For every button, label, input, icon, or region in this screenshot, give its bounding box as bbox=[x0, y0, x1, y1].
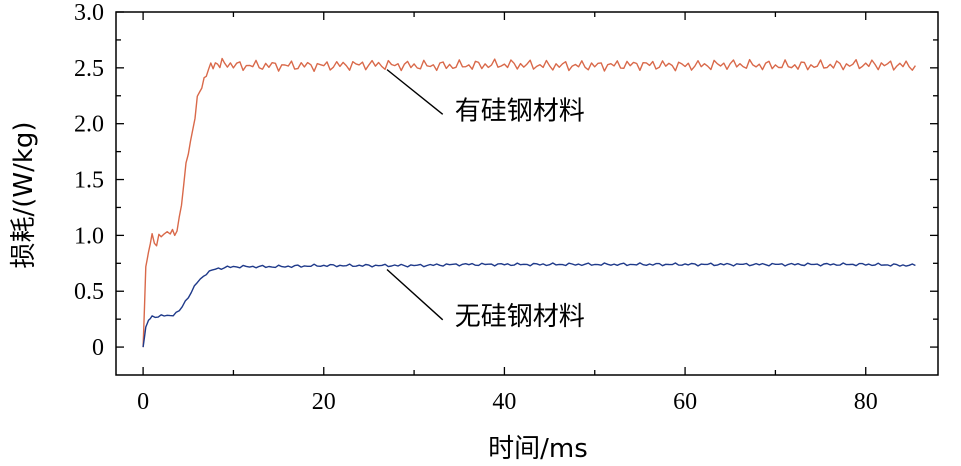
axes: 0 20 40 60 80 0 0.5 1.0 1.5 2.0 2.5 3.0 bbox=[74, 0, 938, 415]
plot-area bbox=[115, 11, 939, 376]
plot-frame bbox=[115, 11, 939, 376]
y-tick-label: 0.5 bbox=[74, 279, 104, 305]
y-tick-label: 2.0 bbox=[74, 112, 104, 138]
x-tick-label: 0 bbox=[137, 389, 149, 415]
x-tick-label: 20 bbox=[312, 389, 336, 415]
series-line-with-silicon-steel bbox=[142, 57, 916, 348]
y-tick-label: 1.0 bbox=[74, 223, 104, 249]
annotation-label: 有硅钢材料 bbox=[455, 96, 585, 126]
annotation-leader-line bbox=[386, 69, 444, 115]
x-axis-label: 时间/ms bbox=[488, 434, 588, 464]
annotation-label: 无硅钢材料 bbox=[455, 302, 585, 332]
series-line-without-silicon-steel bbox=[142, 262, 916, 348]
y-tick-label: 3.0 bbox=[74, 0, 104, 26]
y-tick-label: 1.5 bbox=[74, 168, 104, 194]
y-tick-label: 2.5 bbox=[74, 56, 104, 82]
x-tick-label: 80 bbox=[854, 389, 878, 415]
x-tick-label: 60 bbox=[673, 389, 697, 415]
series-layer bbox=[142, 57, 916, 348]
annotation-leader-line bbox=[386, 269, 444, 321]
y-tick-label: 0 bbox=[92, 335, 104, 361]
x-tick-label: 40 bbox=[492, 389, 516, 415]
y-axis-label: 损耗/(W/kg) bbox=[9, 121, 39, 268]
